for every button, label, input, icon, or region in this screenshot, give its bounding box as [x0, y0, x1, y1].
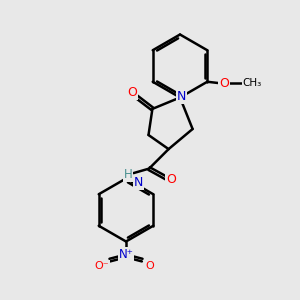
Text: N: N: [177, 89, 186, 103]
Text: H: H: [124, 168, 133, 181]
Text: O: O: [128, 86, 137, 99]
Text: N⁺: N⁺: [118, 248, 134, 261]
Text: O: O: [146, 261, 154, 271]
Text: O⁻: O⁻: [95, 261, 109, 271]
Text: O: O: [166, 173, 176, 186]
Text: CH₃: CH₃: [243, 78, 262, 88]
Text: O: O: [219, 77, 229, 90]
Text: N: N: [134, 176, 143, 189]
